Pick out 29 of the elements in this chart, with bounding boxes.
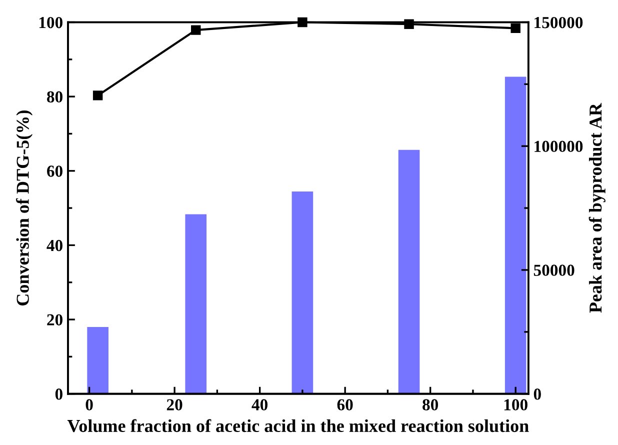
y-axis-title: Conversion of DTG-5(%): [16, 110, 33, 306]
bar: [398, 150, 420, 394]
y-tick-label: 60: [47, 166, 62, 177]
point: [298, 17, 308, 28]
y2-tick-label: 150000: [534, 16, 583, 28]
y-tick-label: 0: [55, 388, 62, 400]
y2-tick-label: 100000: [534, 140, 583, 152]
x-axis-title: Volume fraction of acetic acid in the mixed reaction solution: [67, 419, 529, 432]
point: [92, 90, 103, 100]
point: [404, 19, 414, 29]
y2-tick-label: 50000: [534, 264, 574, 276]
bar: [292, 191, 314, 394]
y-tick-label: 40: [46, 240, 62, 252]
y-tick-label: 100: [39, 16, 62, 28]
x-tick-label: 60: [337, 399, 353, 410]
x-tick-label: 0: [86, 399, 93, 410]
x-tick-label: 40: [252, 399, 268, 410]
point: [510, 23, 520, 34]
y2-tick-label: 0: [534, 388, 541, 400]
y-tick-label: 80: [47, 91, 62, 103]
y2-axis-title: Peak area of byproduct AR: [588, 102, 606, 313]
x-tick-label: 20: [166, 399, 182, 410]
y-tick-label: 20: [47, 314, 62, 326]
bar: [504, 76, 526, 394]
point: [191, 25, 201, 35]
x-tick-label: 80: [422, 399, 438, 410]
x-tick-label: 100: [504, 399, 528, 410]
bar: [87, 326, 108, 394]
bar: [185, 214, 207, 394]
